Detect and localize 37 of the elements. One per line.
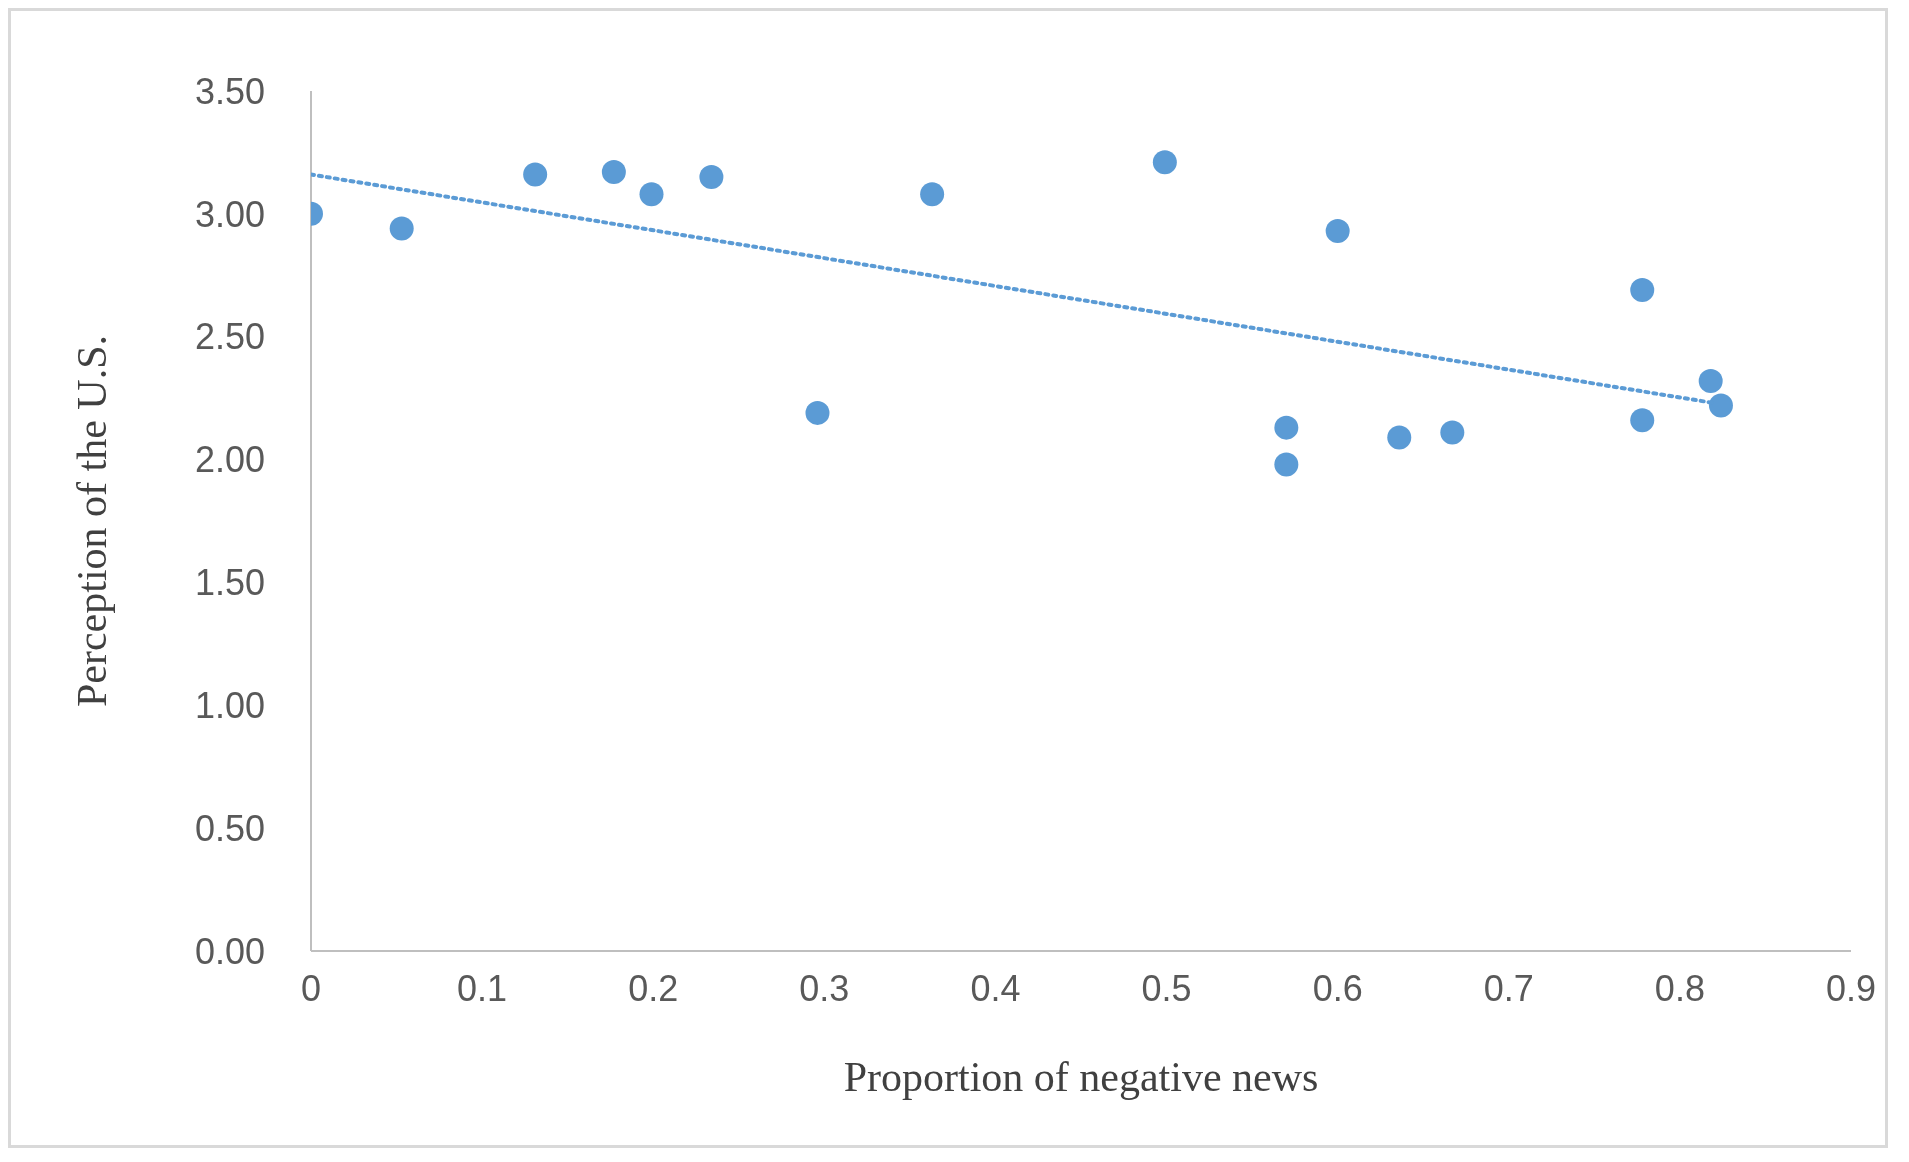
point xyxy=(523,162,548,187)
point xyxy=(639,182,664,207)
point xyxy=(1708,393,1733,418)
point xyxy=(699,165,724,189)
point xyxy=(1274,452,1299,477)
point xyxy=(1325,219,1350,244)
x-tick-label: 0.1 xyxy=(457,967,508,1009)
x-tick-label: 0.6 xyxy=(1312,967,1363,1009)
point xyxy=(805,400,830,425)
y-tick-label: 0.50 xyxy=(194,807,265,849)
x-tick-label: 0.2 xyxy=(628,967,679,1009)
point xyxy=(1630,408,1655,433)
point xyxy=(1152,150,1177,175)
y-tick-label: 3.50 xyxy=(194,70,265,112)
point xyxy=(1387,425,1412,450)
y-tick-label: 2.50 xyxy=(194,316,265,358)
x-tick-label: 0 xyxy=(300,967,322,1009)
x-tick-label: 0.3 xyxy=(799,967,850,1009)
x-tick-label: 0.8 xyxy=(1654,967,1705,1009)
y-tick-label: 0.00 xyxy=(194,930,265,972)
x-tick-label: 0.9 xyxy=(1825,967,1877,1009)
x-tick-label: 0.4 xyxy=(970,967,1021,1009)
point xyxy=(389,216,414,241)
y-tick-label: 1.50 xyxy=(194,562,265,604)
point xyxy=(1274,415,1299,440)
y-tick-label: 1.00 xyxy=(194,685,265,727)
x-tick-label: 0.5 xyxy=(1141,967,1192,1009)
y-axis-title: Perception of the U.S. xyxy=(68,334,115,708)
point xyxy=(1630,278,1655,303)
point xyxy=(601,160,626,185)
point xyxy=(1440,420,1465,445)
y-tick-label: 2.00 xyxy=(194,439,265,481)
x-axis-title: Proportion of negative news xyxy=(843,1054,1319,1100)
x-tick-label: 0.7 xyxy=(1483,967,1534,1009)
point xyxy=(1698,368,1723,393)
point xyxy=(920,182,945,207)
y-tick-label: 3.00 xyxy=(194,193,265,235)
